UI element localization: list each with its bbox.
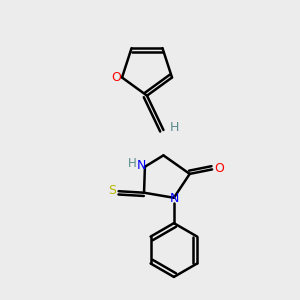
Text: H: H xyxy=(128,157,137,169)
Text: O: O xyxy=(112,71,122,84)
Text: O: O xyxy=(214,162,224,175)
Text: N: N xyxy=(170,192,179,205)
Text: N: N xyxy=(137,159,146,172)
Text: S: S xyxy=(108,184,116,197)
Text: H: H xyxy=(170,121,179,134)
